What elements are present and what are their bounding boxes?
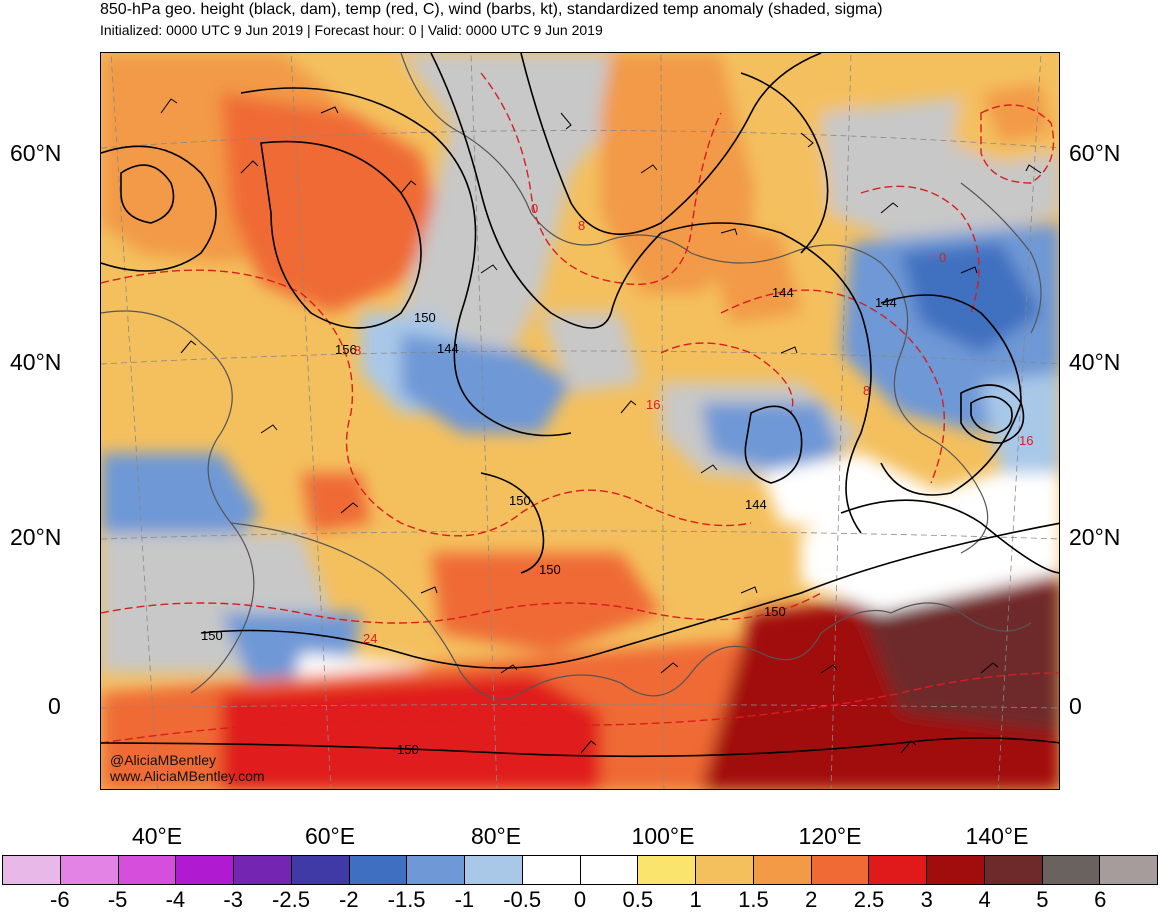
lon-label: 60°E (304, 823, 356, 849)
colorbar-swatch (869, 856, 927, 884)
colorbar-tick-label: 2 (805, 887, 818, 912)
lat-label-left: 20°N (10, 524, 62, 550)
colorbar-labels: -6 -5 -4 -3 -2.5 -2 -1.5 -1 -0.5 0 0.5 1 1.5 2 2.5 3 4 5 6 (2, 887, 1158, 913)
height-label: 150 (539, 562, 561, 577)
colorbar-tick-label: -1.5 (387, 887, 426, 912)
lat-label-right: 60°N (1069, 140, 1121, 166)
watermark-site: www.AliciaMBentley.com (110, 768, 265, 784)
colorbar-swatch (1100, 856, 1157, 884)
colorbar-swatch (811, 856, 870, 884)
colorbar-swatch (407, 856, 465, 884)
colorbar-swatch (580, 856, 639, 884)
graticule (101, 53, 1059, 789)
map-title: 850-hPa geo. height (black, dam), temp (… (100, 1, 883, 18)
temp-label: 24 (363, 631, 377, 646)
height-label: 150 (764, 604, 786, 619)
height-label: 144 (437, 341, 459, 356)
lon-label: 120°E (798, 823, 862, 849)
colorbar-swatch (3, 856, 61, 884)
lat-label-left: 60°N (10, 140, 62, 166)
colorbar-tick-label: 1 (689, 887, 702, 912)
temp-label: 8 (578, 218, 585, 233)
colorbar-tick-label: 0 (573, 887, 587, 912)
temp-label: 0 (531, 201, 538, 216)
temp-label: 16 (646, 397, 660, 412)
colorbar-tick-label: -4 (165, 887, 186, 912)
colorbar-tick-label: -6 (50, 887, 70, 912)
lat-label-right: 40°N (1069, 349, 1121, 375)
colorbar-tick-label: 5 (1036, 887, 1049, 912)
colorbar-tick-label: -1 (454, 887, 475, 912)
wind-barbs (160, 98, 1042, 754)
watermark: @AliciaMBentley www.AliciaMBentley.com (110, 752, 265, 784)
map-subtitle: Initialized: 0000 UTC 9 Jun 2019 | Forec… (100, 22, 603, 38)
lat-label-right: 0 (1069, 693, 1082, 719)
temp-label: 16 (1019, 433, 1033, 448)
height-contour-labels: 150 156 144 144 144 150 150 150 150 144 … (201, 285, 897, 757)
colorbar-tick-label: -0.5 (503, 887, 542, 912)
colorbar-tick-label: 3 (920, 887, 933, 912)
colorbar-tick-label: 1.5 (738, 887, 769, 912)
colorbar-swatch (1042, 856, 1101, 884)
height-label: 144 (875, 295, 897, 310)
height-label: 144 (772, 285, 794, 300)
colorbar-swatch (349, 856, 408, 884)
coastlines (101, 53, 1042, 701)
colorbar-swatch (176, 856, 234, 884)
height-label: 150 (414, 310, 436, 325)
colorbar-tick-label: -2 (339, 887, 359, 912)
height-label: 156 (335, 342, 357, 357)
colorbar-swatch (234, 856, 292, 884)
colorbar-tick-label: 0.5 (622, 887, 654, 912)
anomaly-map-canvas: 150 156 144 144 144 150 150 150 150 144 … (101, 53, 1059, 789)
watermark-handle: @AliciaMBentley (110, 752, 217, 768)
colorbar-swatch (291, 856, 350, 884)
lat-label-left: 0 (48, 693, 61, 719)
temperature-contour-labels: 0 8 8 16 8 0 16 24 (354, 201, 1033, 646)
colorbar-swatch (118, 856, 177, 884)
height-label: 144 (745, 497, 767, 512)
temp-label: 8 (863, 383, 870, 398)
colorbar-tick-label: 2.5 (853, 887, 885, 912)
height-label: 150 (509, 493, 531, 508)
colorbar (2, 855, 1158, 885)
lon-label: 140°E (965, 823, 1029, 849)
colorbar-tick-label: 6 (1094, 887, 1107, 912)
height-contours (101, 53, 1059, 758)
colorbar-swatch (927, 856, 985, 884)
lon-label: 80°E (470, 823, 522, 849)
colorbar-tick-label: 4 (978, 887, 991, 912)
colorbar-swatch (753, 856, 812, 884)
height-label: 150 (201, 628, 223, 643)
lat-label-left: 40°N (10, 349, 62, 375)
colorbar-swatch (522, 856, 581, 884)
lon-label: 100°E (631, 823, 695, 849)
colorbar-swatch (696, 856, 754, 884)
colorbar-swatch (984, 856, 1043, 884)
lat-label-right: 20°N (1069, 524, 1121, 550)
colorbar-swatch (60, 856, 119, 884)
height-label: 150 (397, 742, 419, 757)
colorbar-tick-label: -2.5 (272, 887, 310, 912)
temp-label: 0 (939, 250, 946, 265)
colorbar-swatch (465, 856, 523, 884)
colorbar-swatch (638, 856, 696, 884)
colorbar-tick-label: -3 (223, 887, 243, 912)
temp-label: 8 (354, 343, 361, 358)
lon-label: 40°E (131, 823, 183, 849)
map-panel: 150 156 144 144 144 150 150 150 150 144 … (100, 52, 1060, 790)
colorbar-tick-label: -5 (107, 887, 128, 912)
